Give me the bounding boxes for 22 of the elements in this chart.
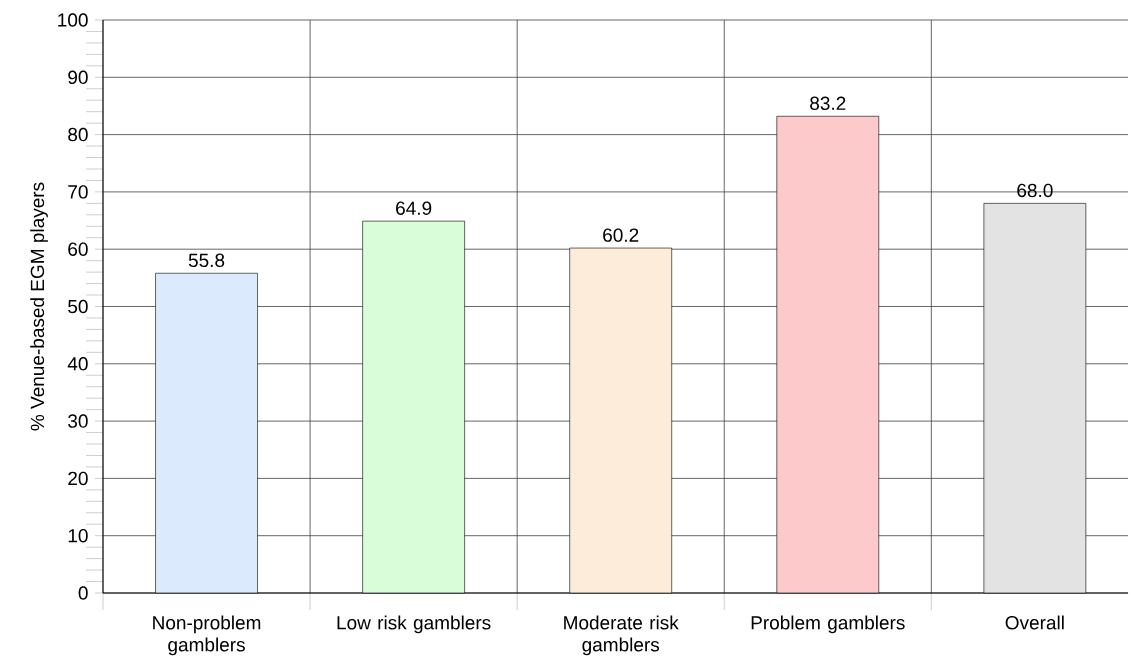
data-label: 83.2 — [810, 96, 846, 111]
y-tick-label: 50 — [68, 299, 88, 314]
y-axis-title: % Venue-based EGM players — [30, 182, 48, 431]
data-label: 68.0 — [1017, 183, 1053, 198]
data-label: 60.2 — [603, 228, 639, 242]
data-label: 55.8 — [188, 253, 225, 268]
x-tick-label: Problem gamblers — [751, 615, 905, 634]
x-tick-label: Overall — [1005, 615, 1064, 630]
x-tick-label: Non-problem gamblers — [153, 615, 261, 656]
y-tick-label: 70 — [68, 185, 88, 199]
x-tick-label: Moderate risk gamblers — [564, 615, 679, 656]
x-tick-label: Low risk gamblers — [337, 615, 491, 634]
y-tick-label: 90 — [68, 70, 88, 85]
data-label: 64.9 — [396, 201, 432, 215]
y-tick-label: 80 — [68, 127, 88, 142]
y-tick-label: 100 — [58, 13, 88, 27]
y-tick-label: 20 — [68, 471, 88, 486]
y-tick-label: 30 — [68, 414, 88, 428]
y-tick-label: 40 — [67, 357, 88, 371]
y-tick-label: 10 — [68, 528, 88, 543]
y-tick-label: 60 — [68, 242, 88, 256]
y-tick-label: 0 — [78, 586, 88, 600]
